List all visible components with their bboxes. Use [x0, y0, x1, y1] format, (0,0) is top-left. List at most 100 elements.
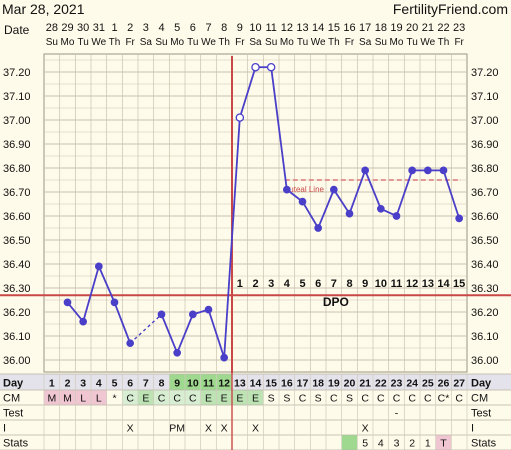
cm-code: L: [96, 393, 102, 405]
weekday-label: Su: [375, 37, 387, 48]
day-cell-highlight: [185, 374, 201, 390]
y-tick-label-right: 36.10: [471, 331, 499, 343]
day-number: 26: [438, 378, 450, 390]
table-row-label-left: I: [3, 423, 6, 435]
temperature-point: [329, 185, 338, 194]
dpo-number: 6: [315, 278, 321, 290]
y-tick-label-left: 36.90: [3, 139, 31, 151]
weekday-label: We: [91, 37, 106, 48]
date-label: 1: [111, 22, 117, 34]
dpo-number: 1: [237, 278, 243, 290]
temperature-segment: [395, 170, 414, 217]
date-label: 20: [406, 22, 418, 34]
day-number: 9: [174, 378, 180, 390]
temperature-point: [63, 298, 72, 307]
temperature-point: [188, 310, 197, 319]
date-label: 21: [422, 22, 434, 34]
date-label: 8: [221, 22, 227, 34]
cm-code: C: [408, 393, 416, 405]
day-number: 22: [375, 378, 387, 390]
dpo-number: 12: [406, 278, 418, 290]
cm-code: E: [205, 393, 212, 405]
stats-value: T: [440, 438, 447, 450]
day-cell-highlight: [216, 374, 232, 390]
cm-code: C: [173, 393, 181, 405]
weekday-label: Fr: [235, 37, 245, 48]
stats-value: 5: [362, 438, 368, 450]
date-label: 12: [281, 22, 293, 34]
stats-value: 2: [409, 438, 415, 450]
date-label: 4: [158, 22, 164, 34]
date-label: 3: [143, 22, 149, 34]
date-label: 7: [205, 22, 211, 34]
temperature-point: [408, 166, 417, 175]
cm-code: C: [158, 393, 166, 405]
y-tick-label-right: 36.90: [471, 139, 499, 151]
cm-cell-color: [216, 390, 232, 405]
cm-code: E: [142, 393, 149, 405]
plot-area: [43, 53, 468, 373]
day-number: 10: [187, 378, 199, 390]
dpo-number: 10: [375, 278, 387, 290]
y-tick-label-right: 36.00: [471, 355, 499, 367]
temperature-segment: [223, 117, 241, 358]
y-tick-label-left: 37.10: [3, 91, 31, 103]
temperature-point: [439, 166, 448, 175]
site-name: FertilityFriend.com: [393, 1, 508, 17]
cm-code: L: [80, 393, 86, 405]
table-row-label-right: I: [471, 423, 474, 435]
weekday-label: Tu: [78, 37, 89, 48]
cm-code: C: [126, 393, 134, 405]
table-row-label-right: Test: [471, 408, 491, 420]
intercourse-mark: X: [205, 423, 212, 435]
temperature-point: [314, 224, 323, 232]
date-label: 30: [77, 22, 89, 34]
day-number: 14: [250, 378, 262, 390]
temperature-segment: [270, 67, 288, 190]
temperature-segment: [207, 309, 226, 358]
cm-code: E: [252, 393, 259, 405]
dpo-number: 7: [331, 278, 337, 290]
temperature-point: [251, 62, 260, 72]
cm-code: C: [330, 393, 338, 405]
weekday-label: Mo: [280, 37, 294, 48]
cm-code: C: [377, 393, 385, 405]
intercourse-mark: X: [127, 423, 134, 435]
weekday-label: Fr: [454, 37, 464, 48]
cm-cell-color: [185, 390, 201, 405]
date-label: 5: [174, 22, 180, 34]
y-tick-label-left: 36.10: [3, 331, 31, 343]
temperature-segment: [317, 189, 335, 229]
dpo-number: 8: [346, 278, 352, 290]
cm-code: C: [361, 393, 369, 405]
temperature-segment: [66, 301, 84, 323]
weekday-label: Su: [265, 37, 277, 48]
cm-code: M: [47, 393, 56, 405]
temperature-point: [79, 317, 88, 326]
day-number: 4: [96, 378, 102, 390]
weekday-label: Fr: [125, 37, 135, 48]
day-number: 5: [112, 378, 118, 390]
table-row-label-left: CM: [3, 393, 20, 405]
stats-value: 3: [394, 438, 400, 450]
dpo-number: 15: [453, 278, 465, 290]
cm-code: E: [236, 393, 243, 405]
table-row-label-left: Stats: [3, 438, 29, 450]
dpo-label: DPO: [323, 295, 349, 309]
temperature-point: [376, 204, 385, 213]
date-label: 2: [127, 22, 133, 34]
weekday-label: Su: [155, 37, 167, 48]
day-row-background: [0, 374, 511, 390]
weekday-label: Sa: [359, 37, 372, 48]
weekday-label: Th: [328, 37, 340, 48]
cm-code: S: [315, 393, 322, 405]
cm-cell-color: [91, 390, 107, 405]
cm-cell-color: [169, 390, 185, 405]
weekday-label: Mo: [390, 37, 404, 48]
weekday-label: We: [311, 37, 326, 48]
cm-code: C: [424, 393, 432, 405]
cm-code: *: [112, 393, 116, 405]
temperature-point: [361, 166, 370, 175]
cm-code: S: [283, 393, 290, 405]
